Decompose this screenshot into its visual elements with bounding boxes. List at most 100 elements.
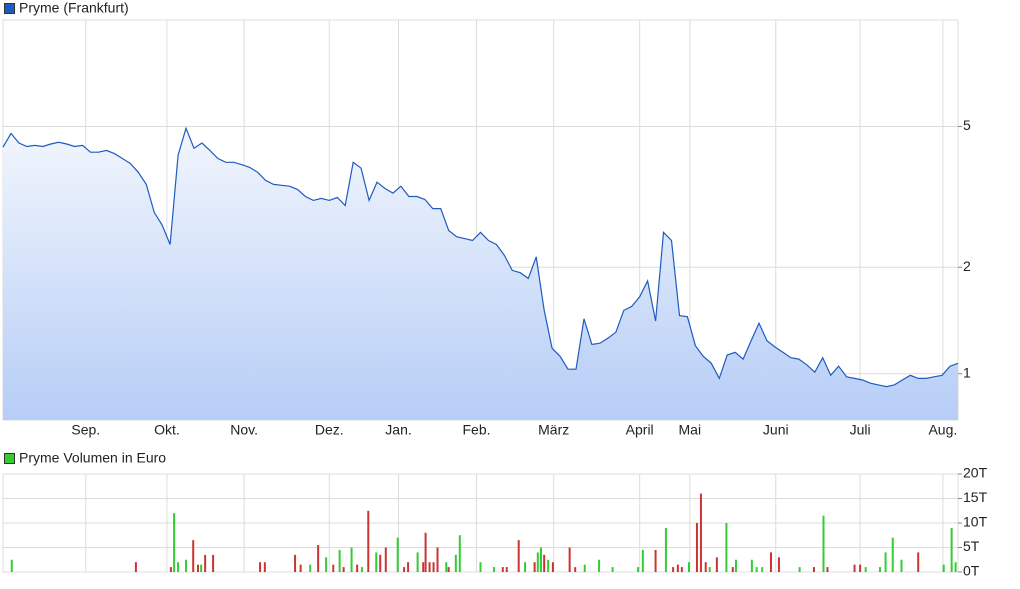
volume-bar: [884, 552, 887, 572]
volume-bar: [734, 559, 737, 572]
volume-bar: [641, 549, 644, 572]
volume-bar: [10, 559, 13, 572]
volume-bar: [533, 562, 536, 572]
x-tick-label: Feb.: [463, 422, 491, 438]
volume-bar: [664, 527, 667, 572]
volume-bar: [536, 552, 539, 572]
volume-bar: [212, 554, 215, 572]
volume-bar: [360, 567, 363, 572]
volume-bar: [493, 567, 496, 572]
volume-bar: [501, 567, 504, 572]
volume-bar: [196, 564, 199, 572]
volume-bar: [917, 552, 920, 572]
legend-swatch: [4, 453, 15, 464]
x-tick-label: Aug.: [928, 422, 957, 438]
y-tick-label: 2: [963, 258, 971, 274]
volume-bar: [704, 562, 707, 572]
volume-bar: [611, 567, 614, 572]
volume-bar: [654, 549, 657, 572]
volume-bar: [317, 545, 320, 572]
y-tick-label: 5: [963, 117, 971, 133]
volume-bar: [853, 564, 856, 572]
volume-bar: [539, 547, 542, 572]
y-tick-label: 5T: [963, 538, 980, 554]
volume-bar: [695, 523, 698, 572]
volume-bar: [407, 562, 410, 572]
volume-bar: [342, 567, 345, 572]
price-line: [2, 126, 959, 388]
volume-bar: [777, 557, 780, 572]
volume-bar: [447, 567, 450, 572]
volume-bar: [761, 567, 764, 572]
volume-bar: [454, 554, 457, 572]
volume-bar: [338, 549, 341, 572]
volume-bar: [379, 554, 382, 572]
volume-bar: [942, 564, 945, 572]
volume-bar: [428, 562, 431, 572]
volume-bar: [424, 532, 427, 572]
volume-bar: [396, 537, 399, 572]
legend-label: Pryme Volumen in Euro: [19, 450, 166, 466]
volume-bar: [680, 567, 683, 572]
volume-bar: [177, 562, 180, 572]
x-tick-label: Nov.: [230, 422, 258, 438]
volume-bar: [708, 567, 711, 572]
volume-bar: [798, 567, 801, 572]
volume-bar: [169, 567, 172, 572]
volume-bar: [200, 564, 203, 572]
volume-bar: [900, 559, 903, 572]
volume-bar: [950, 527, 953, 572]
y-tick-label: 20T: [963, 465, 988, 481]
volume-bar: [350, 547, 353, 572]
volume-bar: [403, 567, 406, 572]
volume-bar: [332, 564, 335, 572]
x-tick-label: Dez.: [315, 422, 344, 438]
volume-bar: [547, 559, 550, 572]
volume-bar: [204, 554, 207, 572]
volume-bar: [731, 567, 734, 572]
volume-bar: [299, 564, 302, 572]
volume-bar: [309, 564, 312, 572]
volume-bar: [524, 562, 527, 572]
volume-bar: [672, 567, 675, 572]
volume-bar: [769, 552, 772, 572]
volume-bar: [173, 513, 176, 572]
volume-bar: [356, 564, 359, 572]
volume-bar: [263, 562, 266, 572]
volume-bar: [432, 562, 435, 572]
price-area: [3, 128, 958, 421]
volume-bar: [699, 493, 702, 572]
volume-bar: [367, 510, 370, 572]
x-tick-label: Juni: [763, 422, 789, 438]
volume-bar: [822, 515, 825, 572]
volume-bar: [422, 562, 425, 572]
volume-bar: [954, 562, 957, 572]
volume-bar: [551, 562, 554, 572]
volume-bar: [891, 537, 894, 572]
volume-bar: [676, 564, 679, 572]
volume-bar: [436, 547, 439, 572]
volume-bar: [375, 552, 378, 572]
legend-swatch: [4, 3, 15, 14]
volume-bar: [134, 562, 137, 572]
volume-bar: [294, 554, 297, 572]
volume-bar: [568, 547, 571, 572]
volume-bar: [505, 567, 508, 572]
volume-bar: [445, 562, 448, 572]
x-tick-label: Sep.: [71, 422, 100, 438]
volume-bar: [750, 559, 753, 572]
y-tick-label: 1: [963, 364, 971, 380]
volume-bar: [259, 562, 262, 572]
volume-bar: [458, 535, 461, 572]
volume-bar: [574, 567, 577, 572]
volume-bar: [479, 562, 482, 572]
volume-bar: [755, 567, 758, 572]
volume-bar: [325, 557, 328, 572]
volume-bar: [812, 567, 815, 572]
x-tick-label: März: [538, 422, 569, 438]
y-tick-label: 10T: [963, 514, 988, 530]
volume-bar: [859, 564, 862, 572]
volume-bar: [826, 567, 829, 572]
volume-bar: [688, 562, 691, 572]
